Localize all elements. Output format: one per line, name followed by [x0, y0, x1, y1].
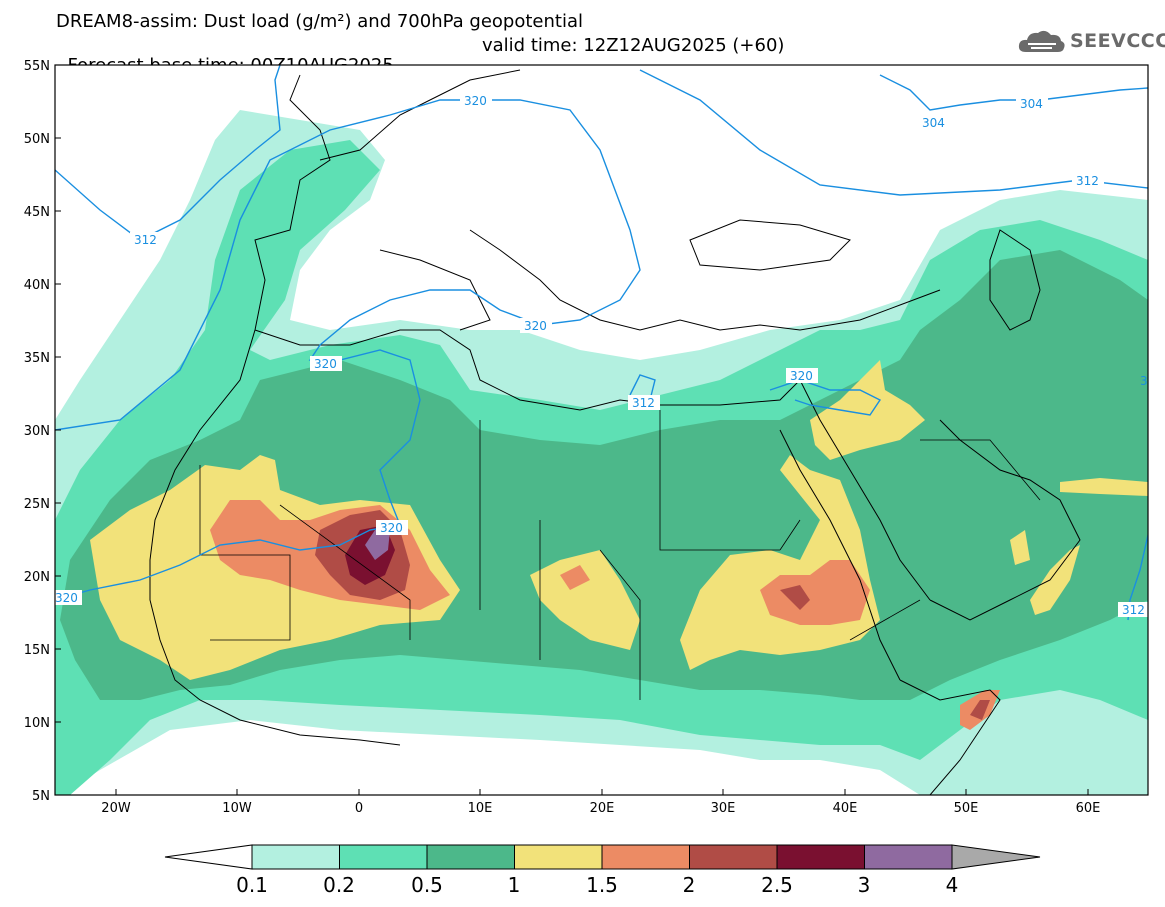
lat-label: 25N	[24, 497, 50, 512]
colorbar-over-arrow	[951, 844, 1041, 870]
dust-level-1-f	[1030, 545, 1080, 615]
coast-caspian	[989, 229, 1041, 331]
colorbar-tick: 0.2	[323, 873, 355, 897]
contour-label: 320	[380, 521, 403, 535]
contour-label: 312	[632, 396, 655, 410]
contour-label: 312	[1076, 174, 1099, 188]
colorbar-segment	[339, 844, 428, 870]
dust-level-1.5-c	[560, 565, 590, 590]
longitude-labels: 20W 10W 0 10E 20E 30E 40E 50E 60E	[101, 801, 1100, 816]
lat-label: 35N	[24, 351, 50, 366]
colorbar-under-arrow	[164, 844, 253, 870]
dust-level-1-g	[1060, 478, 1148, 496]
cloud-icon	[1018, 30, 1065, 52]
contour-label: 320	[55, 591, 78, 605]
valid-time: valid time: 12Z12AUG2025 (+60)	[482, 35, 785, 56]
contour-label: 312	[134, 233, 157, 247]
contour-312-west	[55, 65, 281, 241]
coast-horn	[899, 679, 1001, 795]
contour-label: 320	[524, 319, 547, 333]
colorbar-segment	[689, 844, 778, 870]
lon-label: 10E	[468, 801, 493, 816]
tick-marks	[55, 137, 1089, 795]
coast-africa-west	[149, 329, 401, 746]
contour-320-europe	[55, 99, 641, 601]
lat-label: 45N	[24, 205, 50, 220]
contour-label: 304	[922, 116, 945, 130]
dust-level-1-d	[810, 360, 925, 460]
colorbar	[164, 844, 1041, 870]
lon-label: 40E	[833, 801, 858, 816]
lon-label: 50E	[954, 801, 979, 816]
contour-label: 320	[464, 94, 487, 108]
contour-label: 320	[314, 357, 337, 371]
contour-labels: 320 320 312 304 304 312 312 320 312 320 …	[52, 93, 1150, 617]
contour-label: 312	[1122, 603, 1145, 617]
lat-label: 40N	[24, 278, 50, 293]
dust-level-1-b	[530, 550, 640, 650]
contour-312-east	[639, 69, 1148, 196]
colorbar-segment	[601, 844, 690, 870]
colorbar-tick: 2.5	[761, 873, 793, 897]
lon-label: 20E	[590, 801, 615, 816]
colorbar-segment	[251, 844, 340, 870]
lat-label: 55N	[24, 59, 50, 74]
lon-label: 0	[355, 801, 363, 816]
lat-label: 10N	[24, 716, 50, 731]
logo-text: SEEVCCC	[1070, 30, 1165, 52]
lat-label: 5N	[32, 789, 50, 804]
colorbar-tick: 3	[857, 873, 871, 897]
colorbar-tick: 4	[945, 873, 959, 897]
lat-label: 20N	[24, 570, 50, 585]
dust-level-2-c	[970, 700, 990, 720]
lon-label: 30E	[711, 801, 736, 816]
lat-label: 30N	[24, 424, 50, 439]
geopotential-contours	[55, 65, 1148, 621]
dust-level-1-e	[1010, 530, 1030, 565]
colorbar-segment	[864, 844, 953, 870]
contour-label: 3	[1140, 374, 1148, 388]
dust-level-2-b	[780, 585, 810, 610]
coast-africa-north	[254, 329, 801, 411]
coast-red-sea	[779, 379, 931, 681]
contour-label: 320	[790, 369, 813, 383]
latitude-labels: 55N 50N 45N 40N 35N 30N 25N 20N 15N 10N …	[24, 59, 50, 804]
lon-label: 60E	[1076, 801, 1101, 816]
colorbar-segment	[426, 844, 515, 870]
dust-level-1.5-b	[760, 560, 870, 625]
lat-label: 50N	[24, 132, 50, 147]
colorbar-segment	[776, 844, 865, 870]
dust-shading	[55, 65, 1148, 795]
lon-label: 20W	[101, 801, 131, 816]
colorbar-tick: 0.1	[236, 873, 268, 897]
colorbar-segment	[514, 844, 603, 870]
colorbar-tick: 1	[507, 873, 521, 897]
borders	[199, 410, 1041, 700]
contour-320-east	[769, 379, 882, 416]
contour-label: 304	[1020, 97, 1043, 111]
colorbar-tick: 2	[682, 873, 696, 897]
lon-label: 10W	[222, 801, 252, 816]
lat-label: 15N	[24, 643, 50, 658]
map-title: DREAM8-assim: Dust load (g/m²) and 700hP…	[56, 11, 583, 32]
colorbar-tick: 0.5	[411, 873, 443, 897]
coast-arabia	[929, 419, 1081, 621]
coastlines	[149, 69, 1081, 795]
contour-304	[879, 74, 1148, 111]
dust-level-3	[365, 530, 390, 560]
colorbar-tick: 1.5	[586, 873, 618, 897]
coast-black-sea	[689, 219, 851, 271]
